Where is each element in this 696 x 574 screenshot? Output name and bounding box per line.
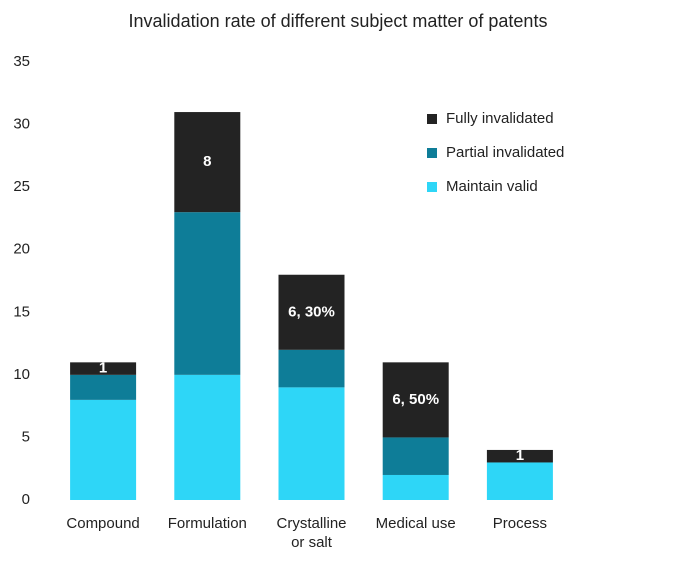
legend-label: Maintain valid [446,178,538,195]
bar-segment [486,449,553,463]
x-tick-label: Process [492,515,547,532]
bar-segment [70,362,137,375]
bar-segment [70,399,137,500]
y-tick-label: 20 [13,241,30,258]
bar-segment [174,374,241,500]
legend-label: Partial invalidated [446,144,564,161]
bar-segment [382,437,449,475]
bar-segment [382,362,449,438]
legend-label: Fully invalidated [446,110,554,127]
bar-segment [278,349,345,388]
chart-title: Invalidation rate of different subject m… [129,11,548,31]
data-label: 6, 30% [288,303,335,320]
data-label: 6, 50% [392,391,439,408]
x-tick-label: Compound [66,515,140,532]
data-label: 1 [516,447,524,464]
y-tick-label: 0 [22,491,30,508]
data-label: 8 [203,153,211,170]
x-tick-label: Formulation [167,515,247,532]
bar-segment [486,462,553,500]
y-tick-label: 30 [13,116,30,133]
bar-segment [70,374,137,400]
x-tick-label: Crystalline or salt [276,515,347,551]
bar-segment [382,474,449,500]
y-tick-label: 25 [13,178,30,195]
legend-swatch [427,114,437,124]
y-tick-label: 5 [22,428,30,445]
data-label: 1 [99,360,107,377]
x-tick-label: Medical use [375,515,456,532]
y-tick-label: 10 [13,366,30,383]
bar-segment [174,212,241,375]
y-tick-label: 15 [13,303,30,320]
legend-swatch [427,182,437,192]
bar-segment [174,112,241,213]
y-tick-label: 35 [13,53,30,70]
bar-segment [278,274,345,350]
legend-swatch [427,148,437,158]
bar-segment [278,387,345,500]
